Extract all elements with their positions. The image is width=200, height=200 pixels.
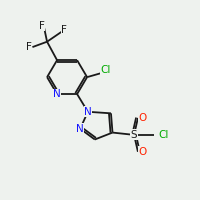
- Text: F: F: [26, 42, 32, 52]
- Text: Cl: Cl: [100, 65, 111, 75]
- Text: Cl: Cl: [159, 130, 169, 140]
- Text: F: F: [61, 25, 67, 35]
- Text: O: O: [138, 113, 147, 123]
- Text: N: N: [53, 89, 61, 99]
- Text: N: N: [76, 124, 84, 134]
- Text: O: O: [138, 147, 147, 157]
- Text: F: F: [39, 21, 45, 31]
- Text: N: N: [84, 107, 92, 117]
- Text: S: S: [131, 130, 137, 140]
